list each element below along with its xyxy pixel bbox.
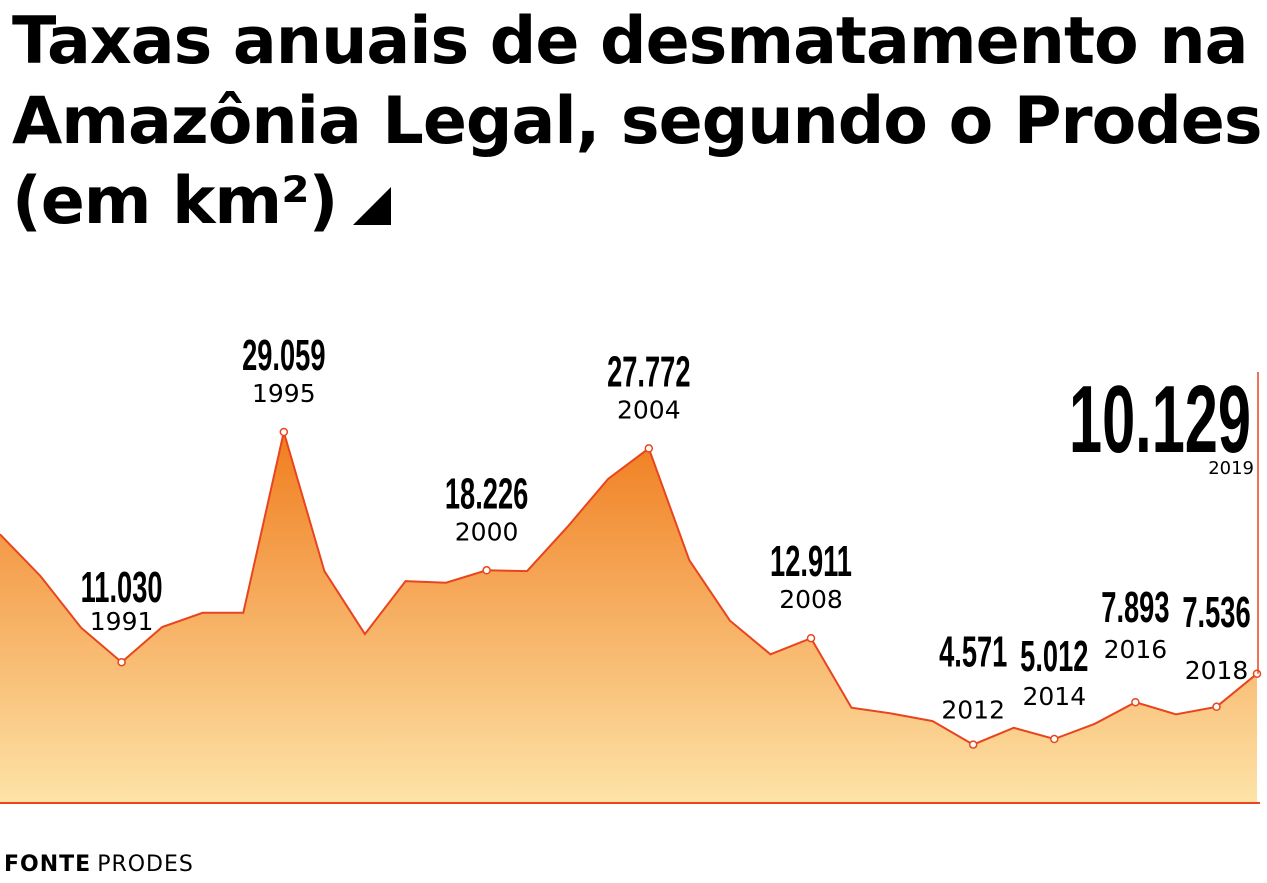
data-label-value: 7.536 — [1182, 587, 1250, 636]
data-point — [1252, 669, 1262, 678]
data-label-value: 29.059 — [242, 330, 325, 379]
data-point — [1050, 734, 1059, 744]
data-label-value: 27.772 — [607, 347, 690, 396]
data-point — [968, 740, 978, 749]
data-label-year: 1995 — [252, 379, 316, 408]
data-label-value: 11.030 — [81, 563, 163, 612]
data-label-year: 2004 — [617, 395, 681, 424]
data-point — [482, 566, 491, 575]
data-label-year: 2008 — [779, 585, 843, 614]
data-label-year: 2019 — [1208, 458, 1254, 479]
data-label-value: 7.893 — [1101, 583, 1169, 632]
source-note: FONTE PRODES — [4, 852, 194, 877]
data-label-value: 5.012 — [1020, 631, 1088, 680]
data-point — [117, 657, 126, 667]
data-label-year: 1991 — [90, 607, 154, 636]
data-label-value: 4.571 — [939, 627, 1007, 676]
data-point — [1131, 697, 1140, 707]
data-point — [644, 444, 654, 453]
data-point — [279, 427, 289, 437]
data-label-year: 2012 — [941, 696, 1005, 725]
data-point — [1212, 702, 1221, 712]
data-label-year: 2000 — [455, 517, 519, 546]
series-line — [0, 431, 1258, 746]
area-fill — [0, 432, 1257, 803]
data-label-year: 2016 — [1104, 635, 1168, 664]
source-label: FONTE — [4, 852, 92, 877]
chart-title: Taxas anuais de desmatamento na Amazônia… — [12, 4, 1263, 239]
triangle-marker-icon — [353, 187, 392, 225]
data-label-value: 10.129 — [1069, 365, 1251, 472]
data-label-value: 18.226 — [445, 469, 528, 518]
data-label-year: 2018 — [1185, 656, 1249, 685]
source-value: PRODES — [97, 852, 194, 877]
data-label-year: 2014 — [1022, 682, 1086, 711]
data-label-value: 12.911 — [770, 537, 852, 586]
data-point — [806, 633, 816, 643]
